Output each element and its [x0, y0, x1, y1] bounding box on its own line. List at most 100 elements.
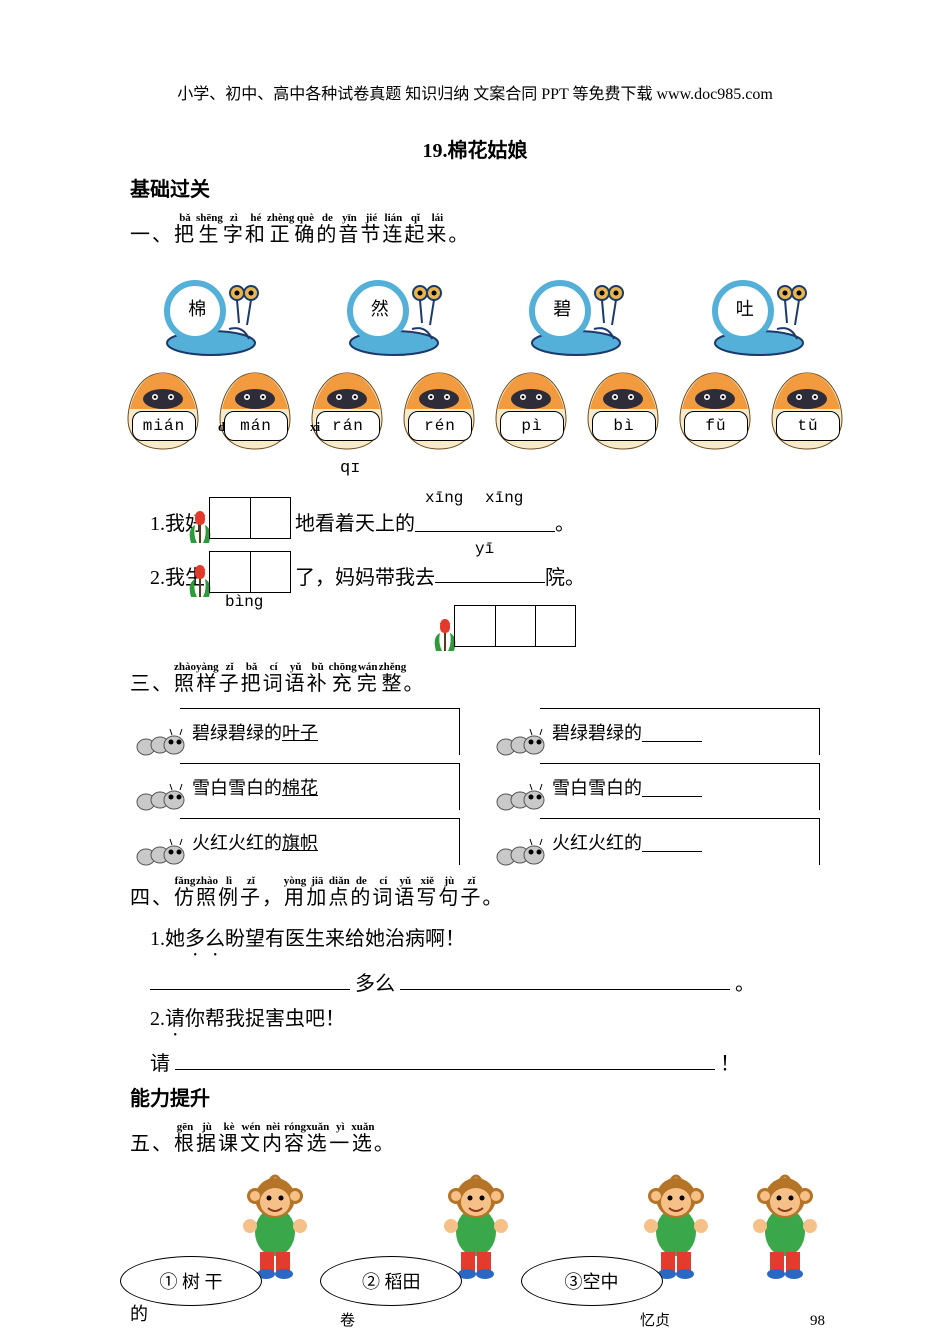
write-grid[interactable] — [209, 497, 291, 539]
blank-underline[interactable] — [400, 969, 730, 990]
ex3-row: 火红火红的 — [540, 818, 820, 865]
monkey-item — [721, 1172, 830, 1312]
ex4-s2-dot: 请 — [165, 1008, 185, 1030]
ex4-s1: 1.她多么盼望有医生来给她治病啊！ — [150, 922, 840, 961]
page-title: 19.棉花姑娘 — [110, 134, 840, 163]
blank-underline[interactable] — [642, 833, 702, 852]
ex3-text: 火红火红的 — [552, 829, 642, 855]
snail-char: 吐 — [723, 295, 767, 321]
ex4-s2: 2.请你帮我捉害虫吧！ — [150, 1002, 840, 1041]
egg-pinyin: rén — [408, 411, 472, 441]
pinyin-bing: bìng — [225, 593, 263, 611]
tulip-grid-1 — [209, 497, 291, 545]
ex1-heading: 一、把bǎ生shēng字zì和hé正zhèng确què的de音yīn节jié连l… — [130, 212, 840, 247]
ex3-text: 碧绿碧绿的 — [552, 719, 642, 745]
ex5-heading: 五、根gēn据jù课kè文wén内nèi容róng选xuǎn一yì选xuǎn。 — [130, 1121, 840, 1156]
egg-item: bì — [580, 369, 666, 451]
ex4-s1-rest: 盼望有医生来给她治病啊！ — [225, 928, 465, 950]
tulip-grid-2: bìng — [209, 551, 291, 599]
ex3-underline: 叶子 — [282, 719, 318, 745]
egg-pinyin: mán — [224, 411, 288, 441]
blank-underline[interactable] — [175, 1049, 715, 1070]
egg-pinyin: rán — [316, 411, 380, 441]
ex2-trailing-grid — [450, 605, 840, 653]
ex4-b1-mid: 多么 — [355, 973, 395, 995]
monkey-item: ③空中 — [521, 1172, 721, 1312]
caterpillar-icon — [494, 778, 550, 814]
footer-frag-b: 忆贞 — [640, 1309, 670, 1330]
stray-d: d — [218, 419, 225, 435]
blank-underline[interactable] — [642, 778, 702, 797]
egg-item: fǔ — [672, 369, 758, 451]
snail-item: 吐 — [689, 269, 809, 359]
egg-item: pì — [488, 369, 574, 451]
ex3-heading: 三、照zhào样yàng子zǐ把bǎ词cí语yǔ补bǔ充chōng完wán整zh… — [130, 661, 840, 696]
write-grid[interactable] — [209, 551, 291, 593]
ex4-s2-rest: 你帮我捉害虫吧！ — [185, 1008, 345, 1030]
partial-word: 的 — [130, 1300, 148, 1326]
section-basic: 基础过关 — [130, 173, 840, 202]
tulip-grid-3 — [454, 605, 576, 653]
ex3-row: 雪白雪白的 — [540, 763, 820, 810]
footer-frag-a: 卷 — [340, 1309, 355, 1330]
ex4-b1-end: 。 — [735, 973, 755, 995]
egg-item: tǔ — [764, 369, 850, 451]
egg-wrap: mián mán rán rén pì bì fǔ — [110, 369, 840, 489]
egg-pinyin: mián — [132, 411, 196, 441]
ex2-row2: 2.我生 bìng 了，妈妈带我去 yī 院。 — [150, 551, 840, 599]
pinyin-xing1: xīng — [425, 489, 463, 507]
write-grid[interactable] — [454, 605, 576, 647]
ex3-text: 碧绿碧绿的 — [192, 719, 282, 745]
pinyin-yi: yī — [475, 540, 494, 558]
ex3-row: 碧绿碧绿的 — [540, 708, 820, 755]
s1-mid: 地看着天上的 — [295, 507, 415, 536]
snail-char: 碧 — [540, 295, 584, 321]
monkey-item: ① 树 干的 — [120, 1172, 320, 1312]
ex3-row: 雪白雪白的棉花 — [180, 763, 460, 810]
egg-pinyin: fǔ — [684, 411, 748, 441]
ellipse-label: ③空中 — [521, 1256, 663, 1306]
ex4-s1-dot: 多么 — [185, 928, 225, 950]
egg-item: rén — [396, 369, 482, 451]
ex4-blank2: 请 ！ — [150, 1047, 840, 1076]
ex3-text: 雪白雪白的 — [192, 774, 282, 800]
snail-item: 棉 — [141, 269, 261, 359]
egg-pinyin: bì — [592, 411, 656, 441]
ex3-row: 火红火红的旗帜 — [180, 818, 460, 865]
ex4-s1-pre: 1.她 — [150, 928, 185, 950]
monkey-item: ② 稻田 — [320, 1172, 520, 1312]
page-header: 小学、初中、高中各种试卷真题 知识归纳 文案合同 PPT 等免费下载 www.d… — [110, 80, 840, 104]
ex3-row: 碧绿碧绿的叶子 — [180, 708, 460, 755]
ex3-underline: 旗帜 — [282, 829, 318, 855]
egg-pinyin: tǔ — [776, 411, 840, 441]
ex3-right: 碧绿碧绿的 雪白雪白的 火红火红的 — [500, 708, 820, 865]
egg-row: mián mán rán rén pì bì fǔ — [110, 369, 850, 451]
ex3-left: 碧绿碧绿的叶子 雪白雪白的棉花 火红火红的旗帜 — [140, 708, 460, 865]
caterpillar-icon — [494, 833, 550, 869]
ex3-underline: 棉花 — [282, 774, 318, 800]
ex4-heading: 四、仿fǎng照zhào例lì子zǐ，用yòng加jiā点diǎn的de词cí语… — [130, 875, 840, 910]
section-ability: 能力提升 — [130, 1082, 840, 1111]
s2-mid: 了，妈妈带我去 — [295, 561, 435, 590]
snail-row: 棉 然 碧 吐 — [110, 259, 840, 369]
blank-underline[interactable] — [435, 562, 545, 583]
caterpillar-icon — [134, 778, 190, 814]
worksheet-page: 小学、初中、高中各种试卷真题 知识归纳 文案合同 PPT 等免费下载 www.d… — [0, 0, 950, 1332]
s2-end: 院。 — [545, 561, 585, 590]
ex4-s2-pre: 2. — [150, 1008, 165, 1030]
pinyin-xing2: xīng — [485, 489, 523, 507]
ellipse-label: ② 稻田 — [320, 1256, 462, 1306]
snail-char: 然 — [358, 295, 402, 321]
egg-item: mán — [212, 369, 298, 451]
ex4-b2-end: ！ — [720, 1053, 740, 1075]
blank-underline[interactable] — [150, 969, 350, 990]
s1-end: 。 — [555, 507, 575, 536]
ex3-text: 火红火红的 — [192, 829, 282, 855]
ex2-row1: 1.我好 地看着天上的 xīng xīng 。 — [150, 497, 840, 545]
blank-underline[interactable]: xīng xīng — [415, 511, 555, 532]
egg-item: rán — [304, 369, 390, 451]
ex4-b2-start: 请 — [150, 1053, 170, 1075]
caterpillar-icon — [134, 723, 190, 759]
blank-underline[interactable] — [642, 723, 702, 742]
ellipse-label: ① 树 干 — [120, 1256, 262, 1306]
